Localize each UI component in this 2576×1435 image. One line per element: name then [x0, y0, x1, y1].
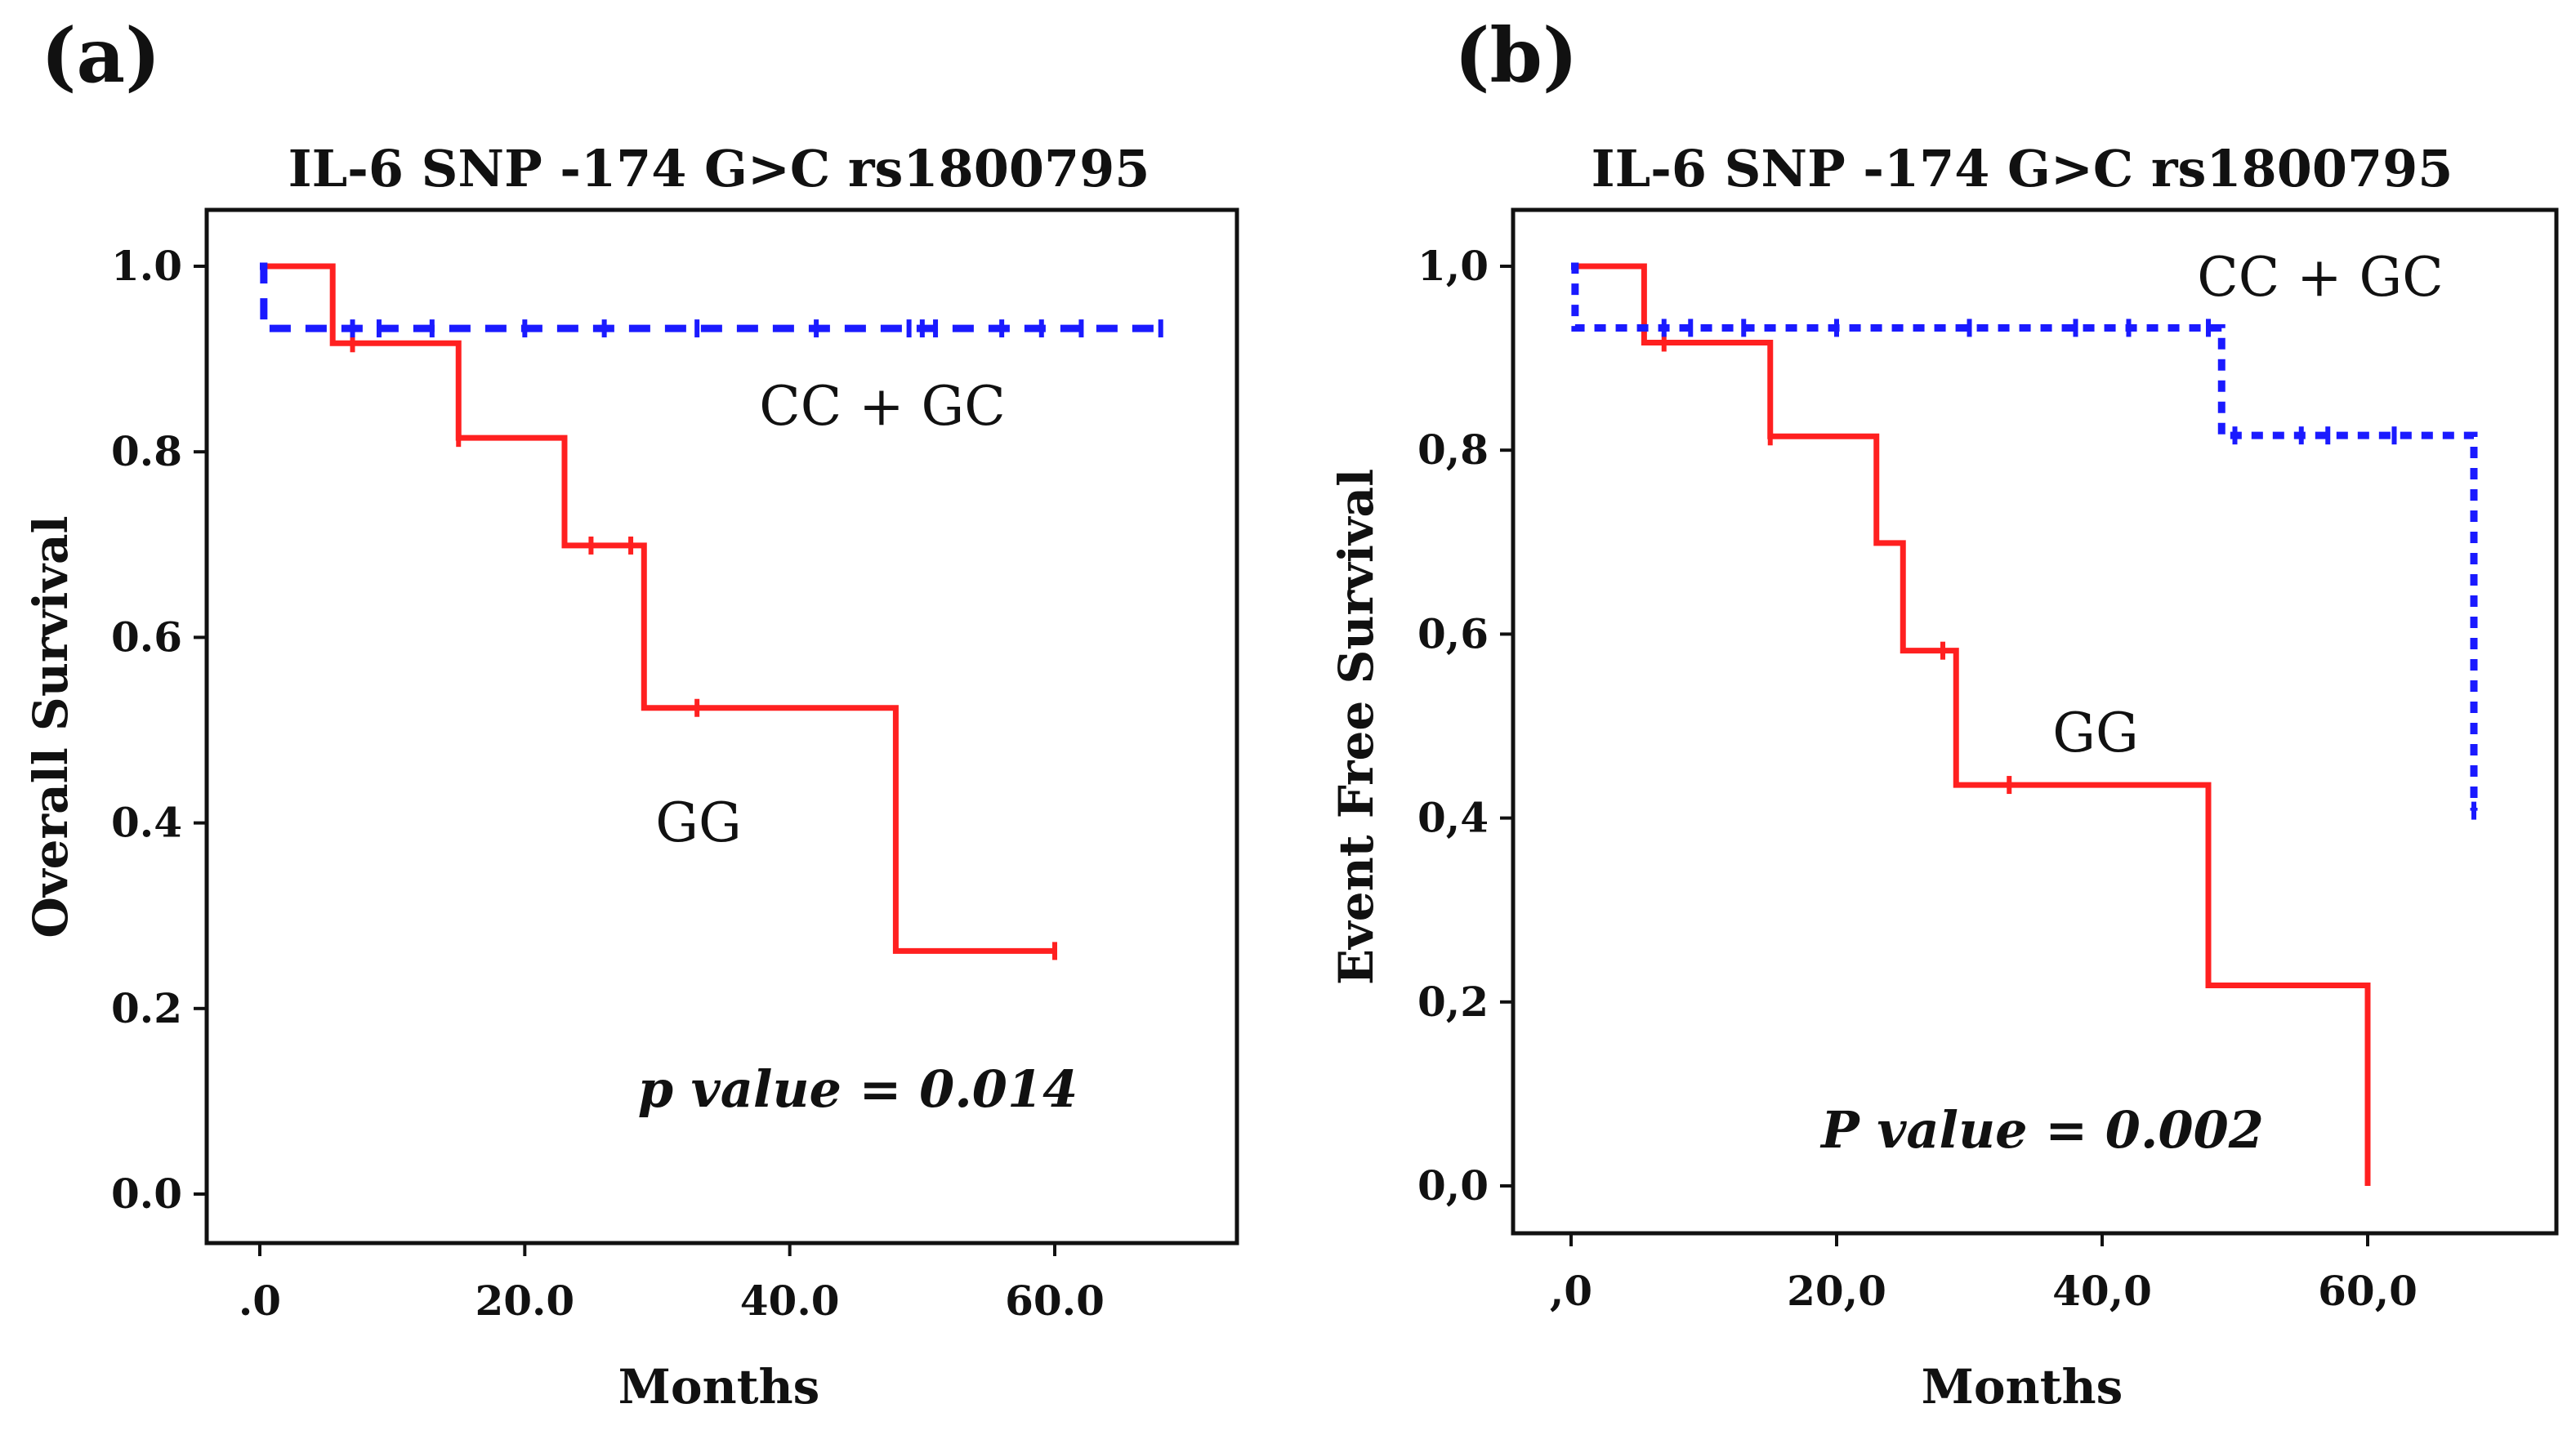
y-tick-label: 0,2: [1417, 978, 1489, 1026]
p-value-annotation: p value = 0.014: [638, 1059, 1078, 1119]
y-tick-label: 0,6: [1417, 609, 1489, 657]
y-tick-label: 0,0: [1417, 1161, 1489, 1210]
x-tick-label: .0: [239, 1277, 281, 1325]
y-tick-label: 1.0: [111, 242, 182, 290]
y-tick-label: 0,8: [1417, 426, 1489, 474]
y-tick-label: 1,0: [1417, 242, 1489, 290]
panel-label: (b): [1454, 11, 1578, 100]
x-tick-label: ,0: [1550, 1267, 1592, 1315]
x-axis-label: Months: [618, 1359, 820, 1415]
x-tick-label: 40,0: [2052, 1267, 2152, 1315]
y-tick-label: 0.6: [111, 613, 182, 661]
x-tick-label: 60,0: [2318, 1267, 2418, 1315]
chart-title: IL-6 SNP -174 G>C rs1800795: [1592, 139, 2453, 198]
y-tick-label: 0.0: [111, 1170, 182, 1218]
survival-curve-gg: [260, 263, 1055, 954]
x-tick-label: 60.0: [1005, 1277, 1105, 1325]
x-tick-label: 20,0: [1787, 1267, 1886, 1315]
plot-frame: [1511, 207, 2559, 1236]
plot-frame: [204, 207, 1239, 1246]
series-label: GG: [2052, 702, 2138, 764]
x-axis-label: Months: [1922, 1359, 2123, 1415]
series-label: GG: [655, 791, 741, 854]
x-tick-label: 40.0: [740, 1277, 840, 1325]
chart-title: IL-6 SNP -174 G>C rs1800795: [288, 139, 1150, 198]
y-tick-label: 0.4: [111, 799, 182, 847]
survival-curve-gg: [1571, 263, 2371, 1186]
survival-curve-cc-gc: [260, 262, 1161, 332]
y-axis-label: Overall Survival: [23, 515, 78, 938]
y-tick-label: 0.8: [111, 427, 182, 475]
survival-curve-cc-gc: [1571, 262, 2478, 811]
panel-b: (b)IL-6 SNP -174 G>C rs1800795 0,0 0,2 0,4 0…: [1328, 11, 2559, 1415]
x-tick-label: 20.0: [475, 1277, 574, 1325]
series-label: CC + GC: [759, 375, 1005, 438]
series-label: CC + GC: [2197, 246, 2443, 309]
y-axis-label: Event Free Survival: [1328, 469, 1384, 985]
panel-label: (a): [41, 11, 161, 100]
y-tick-label: 0.2: [111, 984, 182, 1032]
panel-a: (a) IL-6 SNP -174 G>C rs1800795 0.0 0.2 0.4 0…: [23, 11, 1239, 1415]
p-value-annotation: P value = 0.002: [1819, 1100, 2264, 1160]
y-tick-label: 0,4: [1417, 794, 1489, 842]
